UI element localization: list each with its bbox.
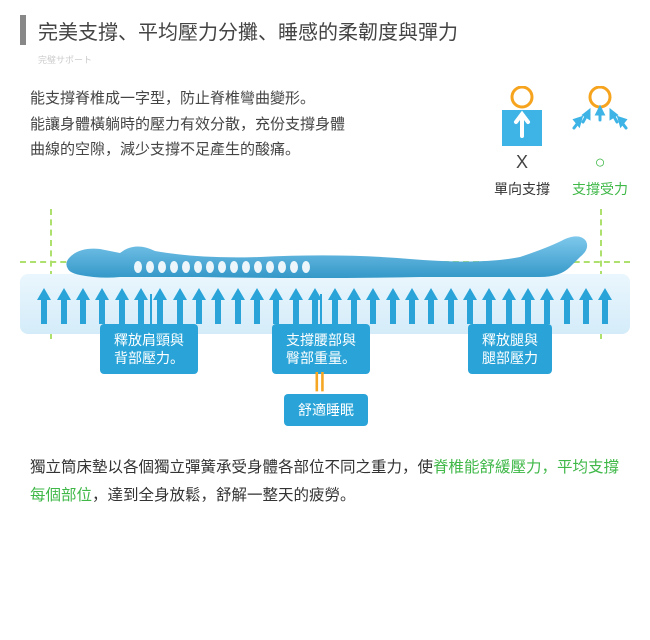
single-support-graphic	[492, 86, 552, 146]
label-connectors: 釋放肩頸與背部壓力。 支撐腰部與臀部重量。 釋放腿與腿部壓力 || 舒適睡眠	[20, 294, 630, 434]
desc-line-1: 能支撐脊椎成一字型，防止脊椎彎曲變形。	[30, 86, 472, 112]
label-waist: 支撐腰部與臀部重量。	[272, 324, 370, 374]
equals-connector: ||	[314, 370, 325, 393]
circle-mark: ○	[595, 152, 606, 173]
single-support-label: 單向支撐	[494, 179, 550, 199]
line-waist	[320, 294, 322, 324]
icon-single-support: X 單向支撐	[492, 86, 552, 199]
bottom-part-2: ，達到全身放鬆，舒解一整天的疲勞。	[92, 487, 356, 504]
top-section: 能支撐脊椎成一字型，防止脊椎彎曲變形。 能讓身體橫躺時的壓力有效分散，充份支撐身…	[30, 86, 630, 199]
description-text: 能支撐脊椎成一字型，防止脊椎彎曲變形。 能讓身體橫躺時的壓力有效分散，充份支撐身…	[30, 86, 472, 163]
label-sleep: 舒適睡眠	[284, 394, 368, 426]
header-title: 完美支撐、平均壓力分攤、睡感的柔韌度與彈力	[38, 16, 458, 45]
multi-support-label: 支撐受力	[572, 179, 628, 199]
label-leg: 釋放腿與腿部壓力	[468, 324, 552, 374]
header-accent-bar	[20, 15, 26, 45]
header: 完美支撐、平均壓力分攤、睡感的柔韌度與彈力	[20, 15, 650, 45]
label-shoulder: 釋放肩頸與背部壓力。	[100, 324, 198, 374]
header-subtitle: 完璧サポート	[38, 53, 650, 66]
bottom-part-1: 獨立筒床墊以各個獨立彈簧承受身體各部位不同之重力，使	[30, 459, 433, 476]
multi-support-graphic	[570, 86, 630, 146]
desc-line-3: 曲線的空隙，減少支撐不足產生的酸痛。	[30, 137, 472, 163]
desc-line-2: 能讓身體橫躺時的壓力有效分散，充份支撐身體	[30, 112, 472, 138]
support-icons: X 單向支撐 ○ 支撐受力	[492, 86, 630, 199]
body-silhouette	[60, 227, 590, 285]
line-shoulder	[150, 294, 152, 324]
x-mark: X	[516, 152, 528, 173]
icon-multi-support: ○ 支撐受力	[570, 86, 630, 199]
line-leg	[510, 294, 512, 324]
bottom-summary: 獨立筒床墊以各個獨立彈簧承受身體各部位不同之重力，使脊椎能舒緩壓力，平均支撐每個…	[30, 454, 620, 510]
mattress-diagram	[20, 219, 630, 279]
